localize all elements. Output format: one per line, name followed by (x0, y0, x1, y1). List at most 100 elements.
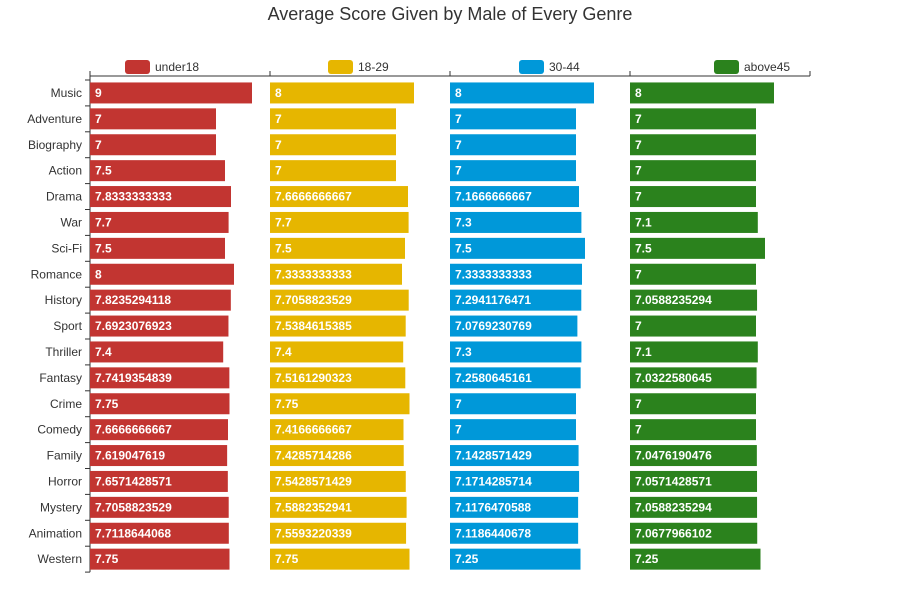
category-label: Comedy (37, 423, 82, 437)
category-label: Action (49, 164, 82, 178)
bar (270, 470, 406, 492)
category-label: Sci-Fi (51, 241, 82, 255)
bar (450, 393, 576, 415)
legend-label: above45 (744, 60, 790, 74)
bar (90, 108, 216, 130)
bar (90, 445, 228, 467)
bar (450, 134, 576, 156)
bar-value-label: 7.1186440678 (455, 526, 531, 540)
bar-value-label: 7 (275, 164, 282, 178)
bar-value-label: 7.25 (635, 552, 659, 566)
bar (630, 82, 774, 104)
category-label: History (45, 293, 82, 307)
bar (630, 160, 756, 182)
bar (90, 237, 225, 259)
bar-value-label: 7 (275, 138, 282, 152)
bar (270, 548, 410, 570)
bar (630, 237, 765, 259)
bar-value-label: 7.25 (455, 552, 479, 566)
bar (450, 522, 579, 544)
bar-value-label: 7 (635, 397, 642, 411)
bar (90, 367, 230, 389)
category-label: Horror (48, 474, 82, 488)
bar-value-label: 7.3 (455, 215, 472, 229)
bar-value-label: 7.5 (95, 241, 112, 255)
category-label: Western (38, 552, 82, 566)
legend-swatch (519, 60, 544, 74)
bar (90, 186, 231, 208)
bar (630, 289, 758, 311)
bar-value-label: 7.5161290323 (275, 371, 352, 385)
bar (270, 82, 414, 104)
bar (450, 289, 582, 311)
bar (630, 211, 758, 233)
bar (450, 548, 581, 570)
bar-value-label: 7.0588235294 (635, 293, 712, 307)
bar (270, 237, 405, 259)
category-label: Family (47, 449, 82, 463)
category-label: Music (51, 86, 82, 100)
category-label: Thriller (45, 345, 82, 359)
bar (270, 211, 409, 233)
bar-value-label: 7.7419354839 (95, 371, 172, 385)
bar-value-label: 7.6666666667 (275, 190, 352, 204)
bar (630, 393, 756, 415)
bar (630, 548, 761, 570)
bar (450, 470, 580, 492)
bar-value-label: 7.75 (95, 552, 119, 566)
bar-value-label: 7.3333333333 (455, 267, 532, 281)
bar (90, 548, 230, 570)
chart-title: Average Score Given by Male of Every Gen… (268, 4, 633, 24)
category-label: Fantasy (39, 371, 82, 385)
bar-value-label: 7.1714285714 (455, 474, 532, 488)
bar-value-label: 9 (95, 86, 102, 100)
bar (630, 108, 756, 130)
legend-label: under18 (155, 60, 199, 74)
bar (90, 522, 229, 544)
bar (90, 315, 229, 337)
bar (450, 315, 578, 337)
bar-value-label: 7.2580645161 (455, 371, 532, 385)
bar (630, 470, 758, 492)
bar (450, 186, 579, 208)
bar-value-label: 7.7058823529 (275, 293, 352, 307)
category-label: Crime (50, 397, 82, 411)
bar (450, 445, 579, 467)
bar-value-label: 7.1428571429 (455, 449, 532, 463)
bar (630, 445, 757, 467)
bar-value-label: 7 (635, 267, 642, 281)
bar (270, 263, 402, 285)
bar-value-label: 7.1666666667 (455, 190, 532, 204)
bar-value-label: 7.0571428571 (635, 474, 712, 488)
bar-value-label: 7.5384615385 (275, 319, 352, 333)
bar-value-label: 8 (635, 86, 642, 100)
bar-value-label: 7 (275, 112, 282, 126)
bar (90, 289, 231, 311)
bar (450, 211, 582, 233)
bar (630, 315, 756, 337)
bar-value-label: 7 (635, 319, 642, 333)
bar (630, 419, 756, 441)
bar-value-label: 7.7118644068 (95, 526, 171, 540)
bar (270, 134, 396, 156)
bar-value-label: 7 (455, 164, 462, 178)
bar (270, 186, 408, 208)
bar (90, 211, 229, 233)
bar-value-label: 7.1 (635, 215, 652, 229)
legend-label: 30-44 (549, 60, 580, 74)
bar-value-label: 7 (455, 423, 462, 437)
bar (270, 522, 407, 544)
bars: 9 7 7 7.5 7.8333333333 7.7 7.5 8 7.8235294118 7.6… (90, 82, 774, 570)
bar-value-label: 7.4285714286 (275, 449, 352, 463)
bar-value-label: 8 (95, 267, 102, 281)
category-label: Adventure (27, 112, 82, 126)
bar-value-label: 7.5428571429 (275, 474, 352, 488)
bar-value-label: 7.0677966102 (635, 526, 712, 540)
category-label: Romance (31, 267, 83, 281)
bar-value-label: 7.1 (635, 345, 652, 359)
bar (270, 108, 396, 130)
category-label: Animation (29, 526, 82, 540)
bar (270, 289, 409, 311)
